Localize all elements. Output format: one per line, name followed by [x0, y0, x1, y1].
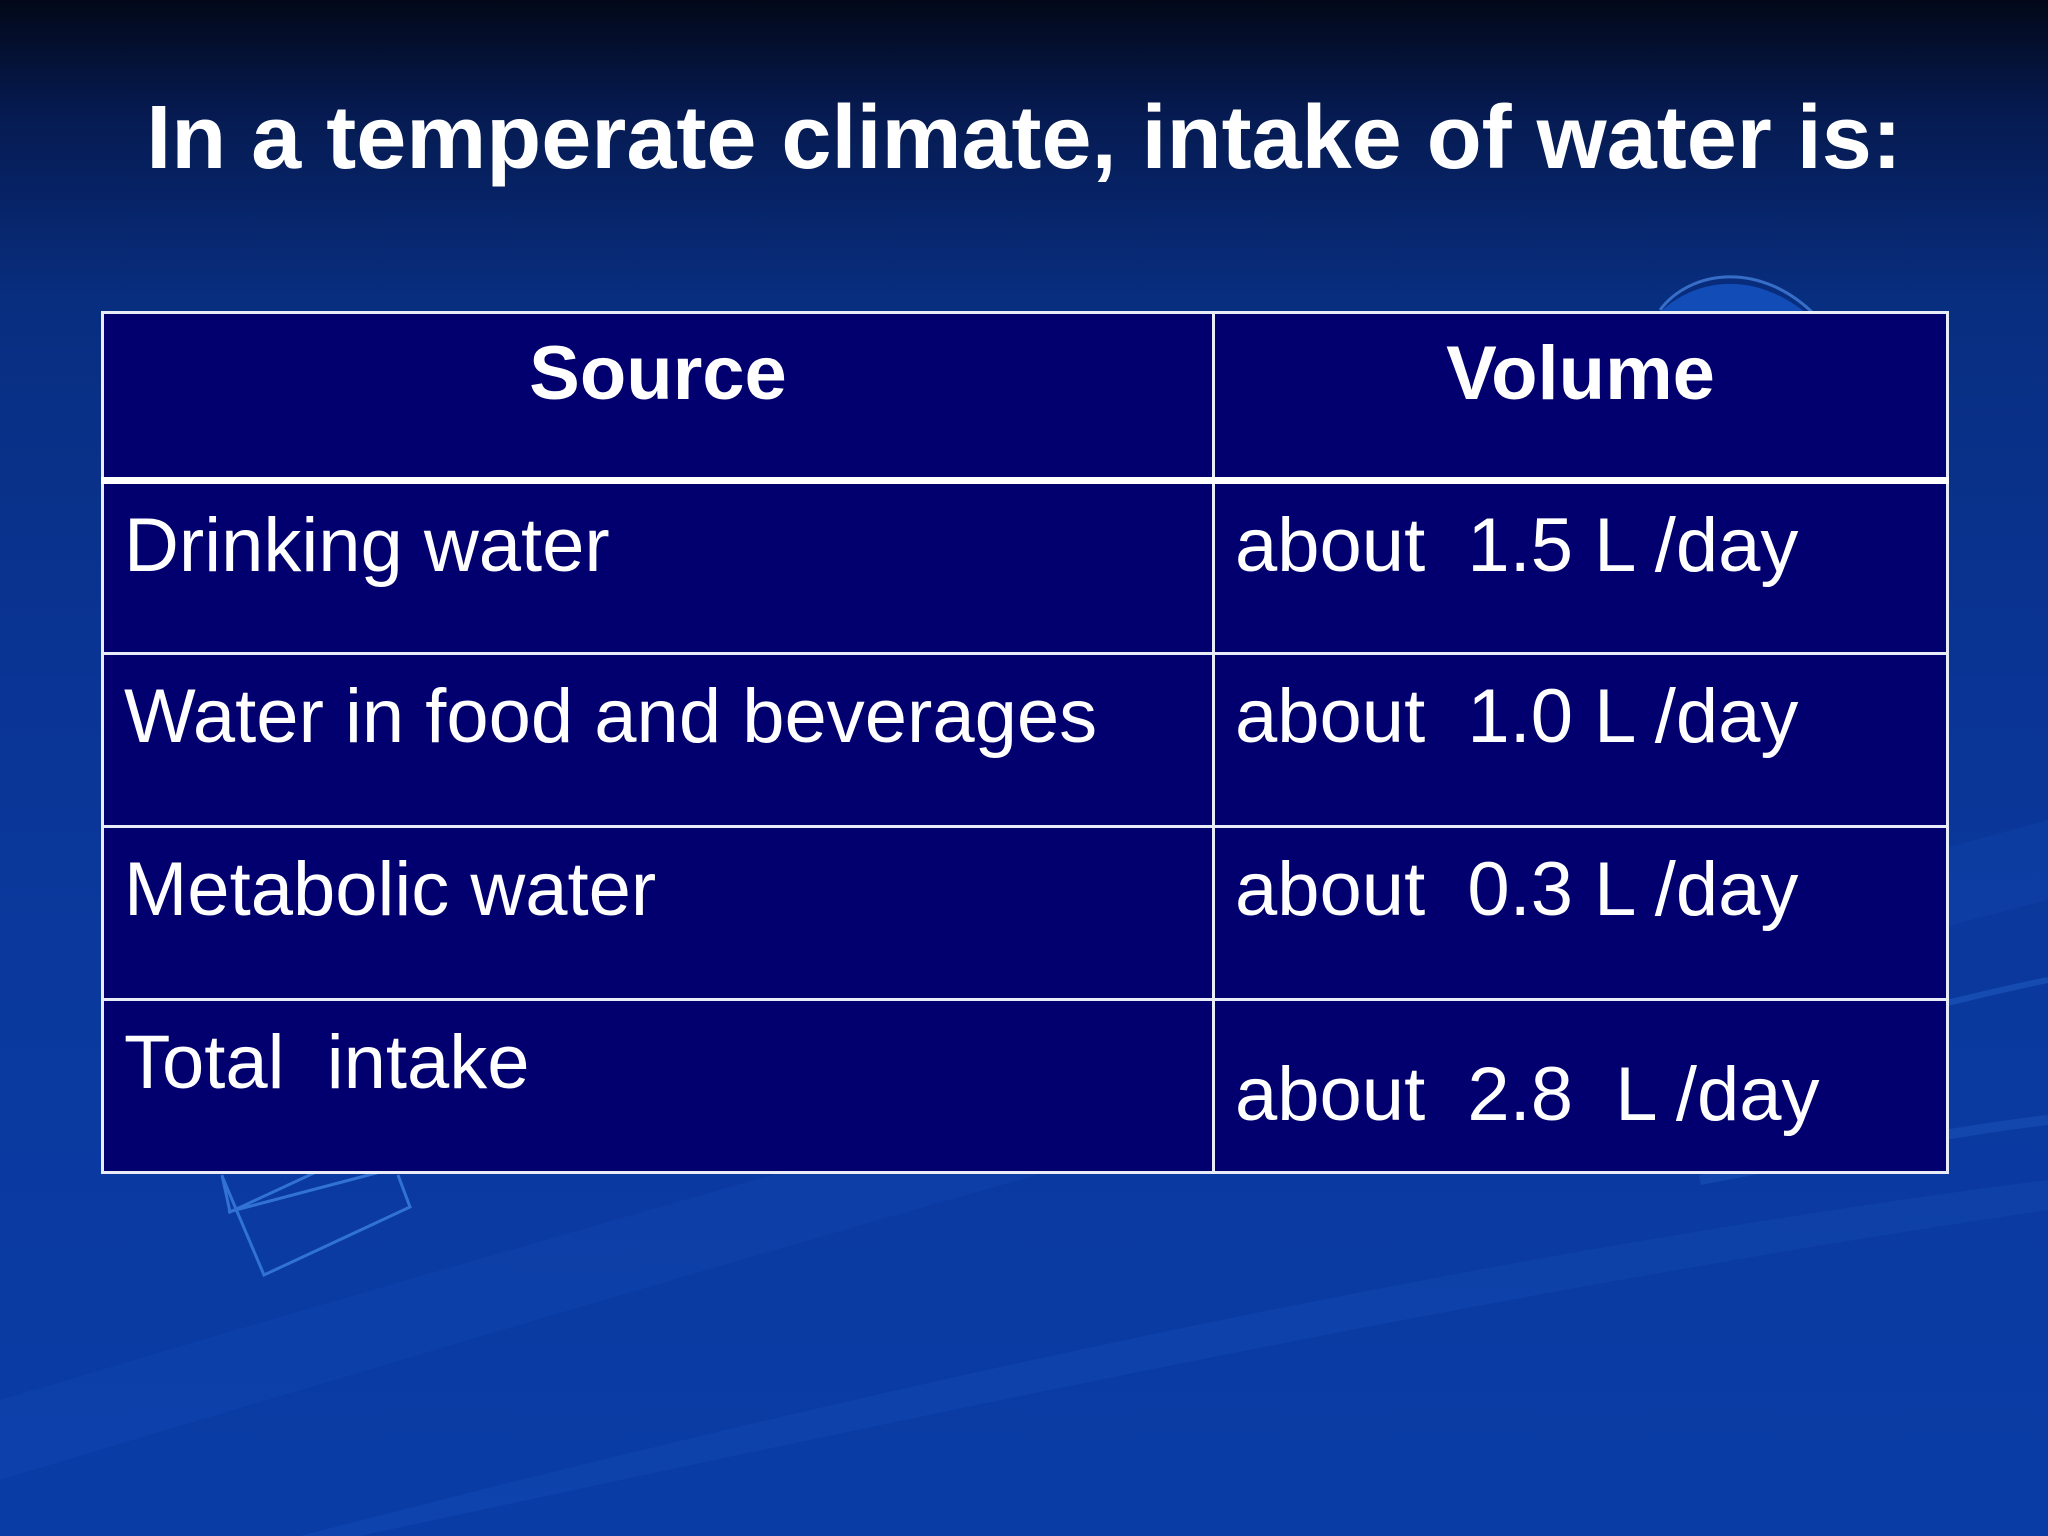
header-volume: Volume [1212, 311, 1949, 484]
table-row: Drinking water about 1.5 L /day [101, 479, 1949, 655]
volume-cell: about 0.3 L /day [1212, 825, 1949, 1001]
intake-table-container: Source Volume Drinking water about 1.5 L… [101, 311, 1949, 1174]
source-cell: Metabolic water [101, 825, 1215, 1001]
water-intake-table: Source Volume Drinking water about 1.5 L… [101, 311, 1949, 1174]
table-row: Water in food and beverages about 1.0 L … [101, 652, 1949, 828]
volume-cell: about 1.5 L /day [1212, 479, 1949, 655]
table-row-total: Total intake about 2.8 L /day [101, 998, 1949, 1174]
volume-cell: about 2.8 L /day [1212, 998, 1949, 1174]
header-source: Source [101, 311, 1215, 484]
table-row: Metabolic water about 0.3 L /day [101, 825, 1949, 1001]
source-cell: Total intake [101, 998, 1215, 1174]
table-header-row: Source Volume [101, 311, 1949, 484]
source-cell: Water in food and beverages [101, 652, 1215, 828]
volume-cell: about 1.0 L /day [1212, 652, 1949, 828]
source-cell: Drinking water [101, 479, 1215, 655]
slide-title: In a temperate climate, intake of water … [146, 88, 1902, 188]
